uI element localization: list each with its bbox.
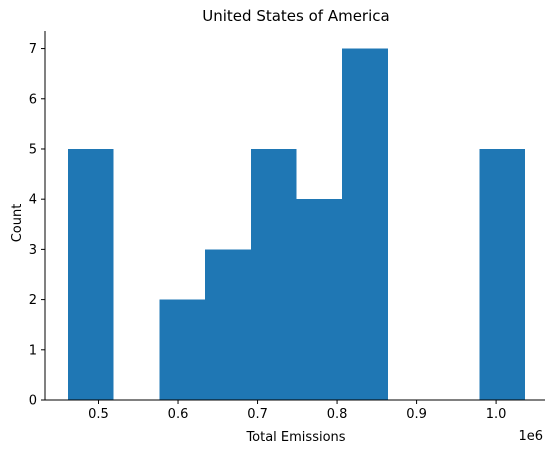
histogram-bar: [297, 199, 343, 400]
histogram-bar: [205, 249, 251, 400]
y-tick-label: 2: [29, 293, 37, 308]
y-axis: 0 1 2 3 4 5 6 7: [29, 31, 45, 409]
x-offset-label: 1e6: [518, 429, 543, 444]
x-tick-label: 0.8: [327, 407, 348, 422]
y-axis-title: Count: [10, 204, 25, 243]
x-tick-label: 1.0: [486, 407, 507, 422]
y-tick-label: 5: [29, 142, 37, 157]
y-tick-label: 7: [29, 42, 37, 57]
y-tick-label: 0: [29, 394, 37, 409]
x-tick-label: 0.6: [168, 407, 189, 422]
chart-title: United States of America: [202, 7, 389, 25]
histogram-bar: [251, 149, 297, 400]
bars-group: [68, 49, 525, 400]
y-tick-label: 1: [29, 343, 37, 358]
x-axis-title: Total Emissions: [245, 430, 345, 445]
y-tick-label: 4: [29, 193, 37, 208]
y-tick-label: 3: [29, 243, 37, 258]
y-tick-label: 6: [29, 92, 37, 107]
histogram-bar: [479, 149, 525, 400]
histogram-bar: [342, 49, 388, 400]
x-tick-label: 0.9: [406, 407, 427, 422]
x-tick-label: 0.5: [88, 407, 109, 422]
histogram-bar: [68, 149, 114, 400]
histogram-bar: [159, 300, 205, 400]
x-axis: 0.5 0.6 0.7 0.8 0.9 1.0: [45, 400, 545, 422]
x-tick-label: 0.7: [247, 407, 268, 422]
